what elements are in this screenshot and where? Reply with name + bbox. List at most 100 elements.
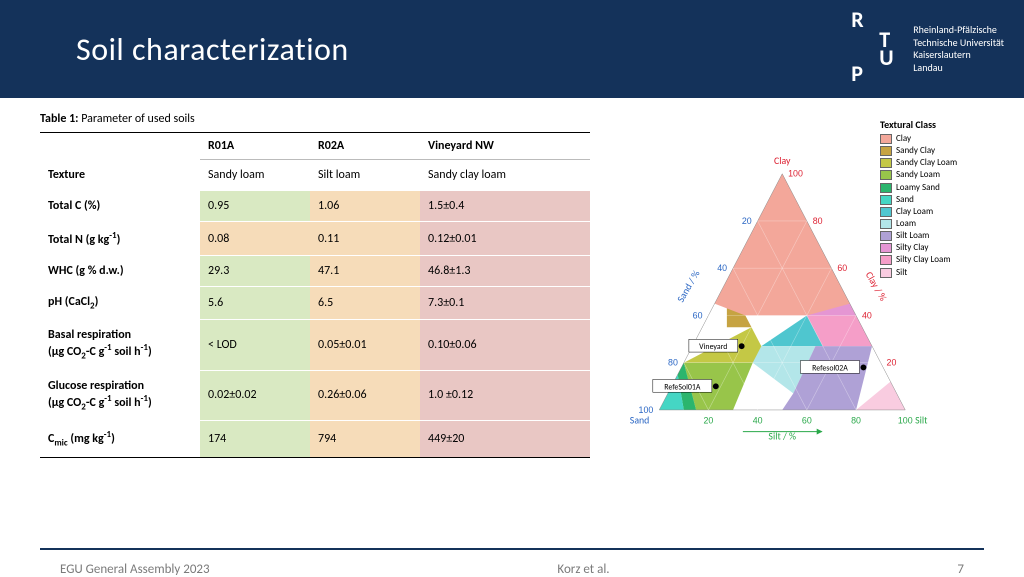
legend-label: Silt Loam: [896, 230, 929, 242]
legend-label: Sand: [896, 194, 914, 206]
table-caption: Table 1: Parameter of used soils: [40, 112, 590, 126]
row-label: pH (CaCl2): [40, 287, 200, 320]
header-banner: Soil characterization RTUP Rheinland-Pfä…: [0, 0, 1024, 98]
svg-text:Refesol02A: Refesol02A: [812, 364, 848, 373]
university-logo: RTUP Rheinland-Pfälzische Technische Uni…: [845, 6, 1004, 86]
sample-point: [713, 383, 719, 389]
table-row: Cmic (mg kg-1)174794449±20: [40, 421, 590, 457]
texture-legend: Textural Class ClaySandy ClaySandy Clay …: [880, 118, 990, 279]
svg-text:40: 40: [862, 310, 872, 320]
svg-text:20: 20: [742, 216, 752, 226]
legend-item: Loamy Sand: [880, 182, 990, 194]
legend-swatch: [880, 207, 892, 217]
legend-item: Loam: [880, 218, 990, 230]
table-cell: 0.11: [310, 222, 420, 256]
legend-label: Loam: [896, 218, 916, 230]
table-block: Table 1: Parameter of used soils R01AR02…: [40, 112, 590, 548]
row-label: Texture: [40, 160, 200, 191]
col-header: R02A: [310, 133, 420, 160]
table-cell: 47.1: [310, 256, 420, 287]
table-row: Basal respiration(µg CO2-C g-1 soil h-1)…: [40, 320, 590, 370]
svg-text:Silt / %: Silt / %: [768, 430, 796, 442]
legend-title: Textural Class: [880, 118, 990, 131]
legend-label: Loamy Sand: [896, 182, 940, 194]
table-row: TextureSandy loamSilt loamSandy clay loa…: [40, 160, 590, 191]
table-cell: 1.5±0.4: [420, 191, 590, 222]
legend-item: Silty Clay Loam: [880, 254, 990, 266]
legend-item: Clay Loam: [880, 206, 990, 218]
svg-text:60: 60: [693, 310, 703, 320]
svg-text:80: 80: [851, 416, 861, 426]
legend-item: Sandy Clay Loam: [880, 157, 990, 169]
col-header: R01A: [200, 133, 310, 160]
table-cell: 29.3: [200, 256, 310, 287]
rptu-mark: RTUP: [845, 6, 905, 86]
legend-swatch: [880, 243, 892, 253]
legend-swatch: [880, 219, 892, 229]
legend-swatch: [880, 158, 892, 168]
legend-swatch: [880, 255, 892, 265]
row-label: WHC (g % d.w.): [40, 256, 200, 287]
table-cell: 794: [310, 421, 420, 457]
table-cell: Sandy clay loam: [420, 160, 590, 191]
row-label: Total N (g kg-1): [40, 222, 200, 256]
legend-swatch: [880, 268, 892, 278]
row-label: Cmic (mg kg-1): [40, 421, 200, 457]
slide: Soil characterization RTUP Rheinland-Pfä…: [0, 0, 1024, 577]
legend-label: Silt: [896, 267, 907, 279]
row-header-col: [40, 133, 200, 160]
soil-parameters-table: R01AR02AVineyard NW TextureSandy loamSil…: [40, 132, 590, 458]
legend-item: Silty Clay: [880, 242, 990, 254]
table-cell: 0.10±0.06: [420, 320, 590, 370]
legend-label: Clay: [896, 133, 911, 145]
table-row: WHC (g % d.w.)29.347.146.8±1.3: [40, 256, 590, 287]
svg-text:20: 20: [703, 416, 713, 426]
legend-label: Silty Clay: [896, 242, 928, 254]
legend-swatch: [880, 170, 892, 180]
svg-text:40: 40: [753, 416, 763, 426]
legend-label: Sandy Loam: [896, 169, 940, 181]
col-header: Vineyard NW: [420, 133, 590, 160]
table-cell: Sandy loam: [200, 160, 310, 191]
legend-item: Silt: [880, 267, 990, 279]
svg-text:60: 60: [837, 263, 847, 273]
table-cell: 0.02±0.02: [200, 370, 310, 420]
sample-point: [739, 343, 745, 349]
table-cell: 0.08: [200, 222, 310, 256]
table-cell: 1.0 ±0.12: [420, 370, 590, 420]
svg-text:Sand: Sand: [630, 415, 650, 427]
table-cell: Silt loam: [310, 160, 420, 191]
legend-item: Silt Loam: [880, 230, 990, 242]
svg-text:80: 80: [813, 216, 823, 226]
svg-text:80: 80: [668, 358, 678, 368]
svg-text:RefeSol01A: RefeSol01A: [664, 383, 701, 392]
table-cell: 6.5: [310, 287, 420, 320]
university-name: Rheinland-Pfälzische Technische Universi…: [913, 24, 1004, 74]
row-label: Glucose respiration(µg CO2-C g-1 soil h-…: [40, 370, 200, 420]
table-cell: < LOD: [200, 320, 310, 370]
table-row: Glucose respiration(µg CO2-C g-1 soil h-…: [40, 370, 590, 420]
table-cell: 1.06: [310, 191, 420, 222]
legend-label: Sandy Clay Loam: [896, 157, 957, 169]
table-cell: 46.8±1.3: [420, 256, 590, 287]
row-label: Total C (%): [40, 191, 200, 222]
slide-title: Soil characterization: [76, 30, 349, 69]
legend-item: Sandy Clay: [880, 145, 990, 157]
table-row: Total C (%)0.951.061.5±0.4: [40, 191, 590, 222]
table-row: Total N (g kg-1)0.080.110.12±0.01: [40, 222, 590, 256]
svg-text:Silt: Silt: [915, 415, 928, 427]
ternary-chart-block: 202020404040606060808080100100100ClaySan…: [610, 112, 984, 548]
legend-item: Clay: [880, 133, 990, 145]
table-cell: 0.12±0.01: [420, 222, 590, 256]
body: Table 1: Parameter of used soils R01AR02…: [0, 98, 1024, 548]
table-cell: 5.6: [200, 287, 310, 320]
legend-item: Sandy Loam: [880, 169, 990, 181]
svg-text:100: 100: [639, 405, 654, 415]
sample-point: [860, 364, 866, 370]
table-cell: 174: [200, 421, 310, 457]
legend-label: Sandy Clay: [896, 145, 935, 157]
legend-swatch: [880, 195, 892, 205]
table-cell: 7.3±0.1: [420, 287, 590, 320]
svg-text:100: 100: [898, 416, 913, 426]
footer-left: EGU General Assembly 2023: [60, 562, 210, 577]
